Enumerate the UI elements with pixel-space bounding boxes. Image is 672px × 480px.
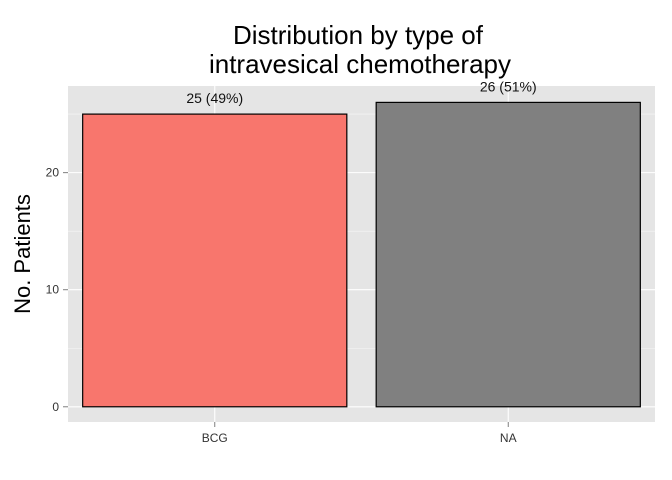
chart-title-line-2: intravesical chemotherapy xyxy=(209,49,511,79)
x-axis: BCG NA xyxy=(202,422,517,445)
x-tick-label-na: NA xyxy=(500,431,517,445)
y-tick-label: 0 xyxy=(52,400,59,414)
data-labels: 25 (49%) 26 (51%) xyxy=(186,78,536,106)
data-label-bcg: 25 (49%) xyxy=(186,90,243,106)
x-tick-label-bcg: BCG xyxy=(202,431,228,445)
bars xyxy=(82,101,641,408)
y-tick-label: 10 xyxy=(46,283,60,297)
y-tick-label: 20 xyxy=(46,166,60,180)
data-label-na: 26 (51%) xyxy=(480,78,537,94)
bar-bcg xyxy=(82,113,348,408)
y-axis-title: No. Patients xyxy=(10,194,35,314)
chart-title-line-1: Distribution by type of xyxy=(233,20,484,50)
y-axis: 0 10 20 xyxy=(46,166,68,414)
bar-na xyxy=(375,101,641,408)
